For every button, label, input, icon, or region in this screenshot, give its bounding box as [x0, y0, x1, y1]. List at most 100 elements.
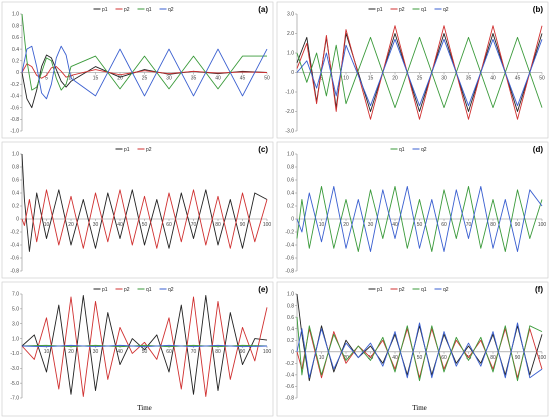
panel-letter: (d) [533, 145, 544, 154]
y-tick-label: -0.4 [10, 243, 19, 249]
x-tick-label: 90 [240, 349, 246, 355]
x-tick-label: 50 [142, 349, 148, 355]
series-line-q1 [21, 344, 268, 348]
series-line-q1 [296, 317, 543, 382]
y-tick-label: -1.0 [10, 129, 19, 135]
x-tick-label: 25 [142, 76, 148, 82]
y-tick-label: 0.4 [12, 47, 19, 53]
panel-frame [276, 1, 549, 139]
x-tick-label: 5 [320, 76, 323, 82]
x-tick-label: 35 [466, 76, 472, 82]
x-tick-label: 40 [392, 355, 398, 361]
panel-b: -3.0 -2.0 -1.0 0 1.0 2.0 3.0 5 10 15 20 25 30 35 40 45 5… [276, 1, 549, 139]
panel-letter: (b) [533, 5, 544, 14]
y-tick-label: -0.4 [285, 243, 294, 249]
x-tick-label: 60 [166, 349, 172, 355]
y-tick-label: -0.4 [285, 373, 294, 379]
x-tick-label: 60 [166, 222, 172, 228]
y-tick-label: -3.0 [10, 366, 19, 372]
x-tick-label: 70 [191, 222, 197, 228]
x-tick-label: 80 [490, 355, 496, 361]
legend-label-q2: q2 [168, 7, 174, 13]
x-tick-label: 5 [45, 76, 48, 82]
x-tick-label: 30 [441, 76, 447, 82]
y-tick-label: -2.0 [285, 109, 294, 115]
x-tick-label: 60 [441, 222, 447, 228]
legend-label-p1: p1 [124, 147, 130, 153]
x-tick-label: 100 [263, 222, 272, 228]
y-tick-label: 3.0 [12, 321, 19, 327]
x-tick-label: 10 [343, 76, 349, 82]
x-tick-label: 50 [417, 355, 423, 361]
x-tick-label: 70 [466, 222, 472, 228]
y-tick-label: -7.0 [10, 396, 19, 402]
y-tick-label: -0.6 [285, 256, 294, 262]
legend-label-p1: p1 [377, 287, 383, 293]
y-tick-label: -0.8 [10, 117, 19, 123]
y-tick-label: 1.0 [287, 51, 294, 57]
y-tick-label: 3.0 [287, 12, 294, 18]
y-tick-label: 1.0 [12, 12, 19, 18]
x-tick-label: 40 [215, 76, 221, 82]
y-tick-label: -0.6 [285, 384, 294, 390]
y-tick-label: -0.8 [285, 396, 294, 402]
y-tick-label: -0.6 [10, 105, 19, 111]
series-line-q2 [296, 186, 543, 252]
x-axis-label: Time [137, 404, 152, 412]
series-line-p2 [21, 296, 268, 397]
y-tick-label: 0.6 [12, 35, 19, 41]
x-tick-label: 20 [117, 76, 123, 82]
panel-f: -0.8-0.6-0.4-0.200.20.40.60.81.010 20 30 40… [276, 281, 549, 417]
y-tick-label: 0.8 [287, 165, 294, 171]
y-tick-label: 1.0 [287, 292, 294, 298]
y-tick-label: -1.0 [10, 351, 19, 357]
legend-label-p1: p1 [377, 7, 383, 13]
x-tick-label: 45 [240, 76, 246, 82]
x-tick-label: 80 [215, 349, 221, 355]
legend-label-p2: p2 [146, 147, 152, 153]
x-tick-label: 40 [490, 76, 496, 82]
series-line-p2 [21, 63, 268, 79]
y-tick-label: 0 [291, 217, 294, 223]
series-line-q2 [21, 45, 268, 100]
y-tick-label: 0.4 [287, 191, 294, 197]
series-line-q1 [21, 13, 267, 91]
series-line-p2 [21, 189, 268, 249]
x-tick-label: 40 [117, 222, 123, 228]
y-tick-label: 0 [16, 217, 19, 223]
x-tick-label: 50 [142, 222, 148, 228]
y-tick-label: 0.2 [12, 59, 19, 65]
legend-label-q1: q1 [399, 147, 405, 153]
legend-label-q1: q1 [421, 7, 427, 13]
x-tick-label: 20 [68, 349, 74, 355]
y-tick-label: -3.0 [285, 129, 294, 135]
x-tick-label: 30 [166, 76, 172, 82]
y-tick-label: 0.4 [287, 326, 294, 332]
x-tick-label: 15 [93, 76, 99, 82]
x-tick-label: 30 [93, 222, 99, 228]
x-tick-label: 10 [319, 222, 325, 228]
y-tick-label: 0.8 [12, 165, 19, 171]
x-tick-label: 10 [44, 349, 50, 355]
y-tick-label: -0.8 [10, 269, 19, 275]
x-tick-label: 25 [417, 76, 423, 82]
panel-letter: (f) [535, 285, 543, 294]
y-tick-label: 1.0 [12, 336, 19, 342]
y-tick-label: -5.0 [10, 381, 19, 387]
legend-label-q1: q1 [146, 287, 152, 293]
x-tick-label: 90 [515, 222, 521, 228]
y-tick-label: 2.0 [287, 31, 294, 37]
x-tick-label: 35 [191, 76, 197, 82]
x-tick-label: 80 [490, 222, 496, 228]
legend-label-q1: q1 [146, 7, 152, 13]
y-tick-label: -0.4 [10, 94, 19, 100]
y-tick-label: 5.0 [12, 307, 19, 313]
x-tick-label: 15 [368, 76, 374, 82]
x-tick-label: 100 [538, 222, 547, 228]
x-tick-label: 20 [392, 76, 398, 82]
series-line-p1 [21, 153, 268, 252]
legend-label-p1: p1 [102, 287, 108, 293]
panel-a: -1.0-0.8-0.6-0.4-0.200.20.40.60.81.05 10 1… [1, 1, 274, 139]
x-tick-label: 10 [44, 222, 50, 228]
y-tick-label: 0.4 [12, 191, 19, 197]
